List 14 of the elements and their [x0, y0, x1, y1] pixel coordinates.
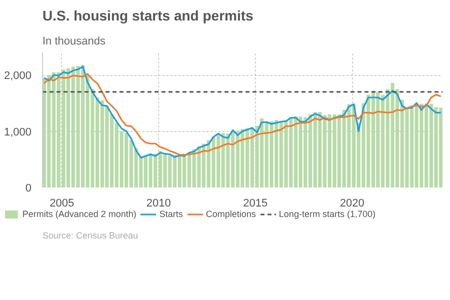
legend-label: Long-term starts (1,700) — [278, 209, 376, 219]
chart-title: U.S. housing starts and permits — [42, 8, 254, 24]
chart-subtitle: In thousands — [42, 36, 106, 48]
y-tick-label: 1,000 — [4, 126, 32, 138]
x-tick-label: 2010 — [146, 198, 171, 210]
legend-label: Permits (Advanced 2 month) — [22, 209, 136, 219]
y-tick-label: 2,000 — [4, 70, 32, 82]
legend-label: Starts — [159, 209, 183, 219]
x-tick-label: 2015 — [243, 198, 268, 210]
x-tick-label: 2020 — [340, 198, 364, 210]
y-tick-label: 0 — [25, 182, 32, 194]
legend-label: Completions — [206, 209, 256, 219]
x-tick-label: 2005 — [50, 198, 74, 210]
source-note: Source: Census Bureau — [42, 230, 138, 240]
